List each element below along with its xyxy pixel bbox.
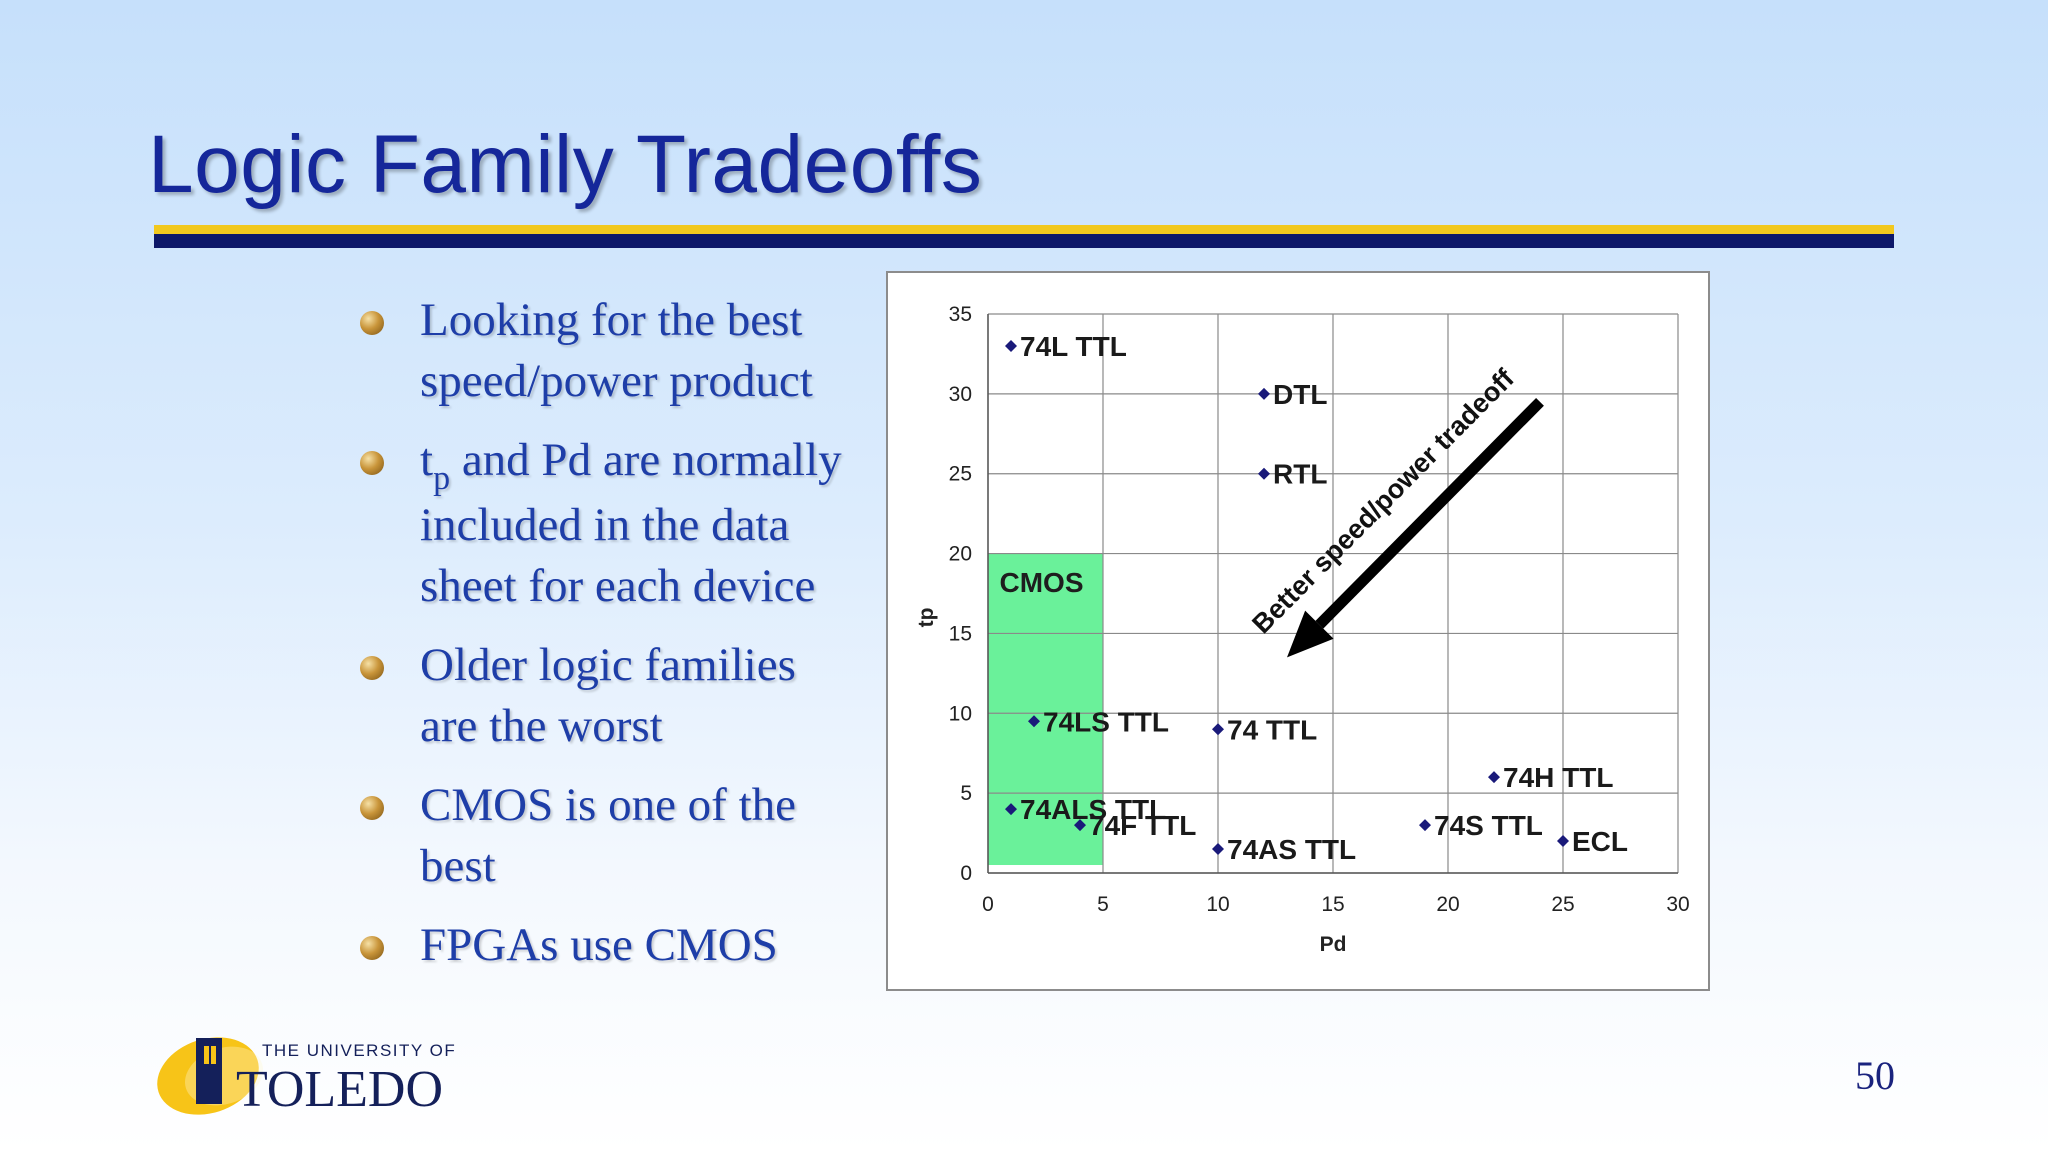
- bullet-list: Looking for the best speed/power product…: [360, 290, 890, 994]
- y-tick-label: 5: [960, 782, 972, 805]
- logo-line2: TOLEDO: [236, 1061, 443, 1118]
- bullet-line: best: [420, 840, 496, 892]
- bullet-item: Older logic families are the worst: [360, 635, 890, 757]
- x-tick-label: 5: [1097, 893, 1109, 916]
- data-point-label: 74 TTL: [1227, 714, 1317, 745]
- data-point: [1212, 723, 1224, 736]
- bullet-item: tp and Pd are normally included in the d…: [360, 430, 890, 617]
- bullet-line: sheet for each device: [420, 560, 816, 612]
- bullet-tp-symbol: t: [420, 434, 434, 486]
- bullet-dot-icon: [360, 656, 384, 680]
- x-tick-label: 10: [1206, 893, 1229, 916]
- x-tick-label: 20: [1436, 893, 1459, 916]
- cmos-region-label: CMOS: [1000, 567, 1084, 598]
- cmos-region: [988, 553, 1103, 866]
- y-tick-label: 25: [949, 463, 972, 486]
- data-point: [1074, 819, 1086, 832]
- annotation-arrow-shaft: [1315, 397, 1544, 629]
- bullet-item: Looking for the best speed/power product: [360, 290, 890, 412]
- bullet-line: included in the data: [420, 499, 790, 551]
- bullet-line: Looking for the best: [420, 294, 803, 346]
- bullet-line: CMOS is one of the: [420, 779, 796, 831]
- data-point-label: 74S TTL: [1434, 810, 1543, 841]
- bullet-dot-icon: [360, 796, 384, 820]
- data-point-label: ECL: [1572, 826, 1628, 857]
- slide-title: Logic Family Tradeoffs: [148, 119, 983, 210]
- data-point: [1258, 467, 1270, 480]
- bullet-dot-icon: [360, 311, 384, 335]
- data-point: [1258, 387, 1270, 400]
- data-point: [1005, 339, 1017, 352]
- data-point: [1005, 803, 1017, 816]
- bullet-line: Older logic families: [420, 639, 796, 691]
- bullet-line: FPGAs use CMOS: [420, 919, 778, 971]
- data-point: [1028, 715, 1040, 728]
- data-point-label: 74L TTL: [1020, 331, 1127, 362]
- y-axis-label: tp: [915, 608, 938, 628]
- data-point-label: RTL: [1273, 459, 1327, 490]
- data-point: [1557, 835, 1569, 848]
- bullet-tp-subscript: p: [433, 460, 451, 497]
- y-tick-label: 35: [949, 303, 972, 326]
- data-point-label: 74LS TTL: [1043, 706, 1169, 737]
- bullet-line: are the worst: [420, 700, 663, 752]
- bullet-line: speed/power product: [420, 355, 813, 407]
- logo-tower-window: [204, 1046, 209, 1064]
- data-point: [1488, 771, 1500, 784]
- y-tick-label: 30: [949, 383, 972, 406]
- bullet-item: CMOS is one of the best: [360, 775, 890, 897]
- y-tick-label: 20: [949, 543, 972, 566]
- logo-line1: THE UNIVERSITY OF: [262, 1041, 456, 1060]
- title-underline: [154, 225, 1894, 248]
- title-underline-navy: [154, 234, 1894, 248]
- annotation-arrow-head: [1287, 610, 1334, 658]
- x-tick-label: 25: [1551, 893, 1574, 916]
- x-tick-label: 0: [982, 893, 994, 916]
- x-axis-label: Pd: [1320, 933, 1347, 956]
- data-point-label: 74H TTL: [1503, 762, 1613, 793]
- y-tick-label: 15: [949, 622, 972, 645]
- chart-frame: 0 5 10 15 20 25 30 0 5 10 15 20 25 30 35 Pd tp CMOS 74L TT…: [886, 271, 1710, 991]
- data-point: [1212, 843, 1224, 856]
- data-point-label: DTL: [1273, 379, 1327, 410]
- page-number: 50: [1855, 1053, 1895, 1098]
- y-tick-label: 0: [960, 862, 972, 885]
- scatter-chart: 0 5 10 15 20 25 30 0 5 10 15 20 25 30 35 Pd tp CMOS 74L TT…: [915, 303, 1690, 956]
- y-tick-label: 10: [949, 702, 972, 725]
- x-tick-label: 15: [1321, 893, 1344, 916]
- logo-tower-window: [211, 1046, 216, 1064]
- bullet-dot-icon: [360, 936, 384, 960]
- bullet-dot-icon: [360, 451, 384, 475]
- data-point-label: 74ALS TTL: [1020, 794, 1166, 825]
- university-logo: THE UNIVERSITY OF TOLEDO: [157, 1037, 456, 1118]
- title-underline-gold: [154, 225, 1894, 234]
- data-point-label: 74F TTL: [1089, 810, 1196, 841]
- bullet-item: FPGAs use CMOS: [360, 915, 890, 976]
- bullet-line: and Pd are normally: [450, 434, 842, 486]
- data-point-label: 74AS TTL: [1227, 834, 1356, 865]
- x-tick-label: 30: [1666, 893, 1689, 916]
- data-point: [1419, 819, 1431, 832]
